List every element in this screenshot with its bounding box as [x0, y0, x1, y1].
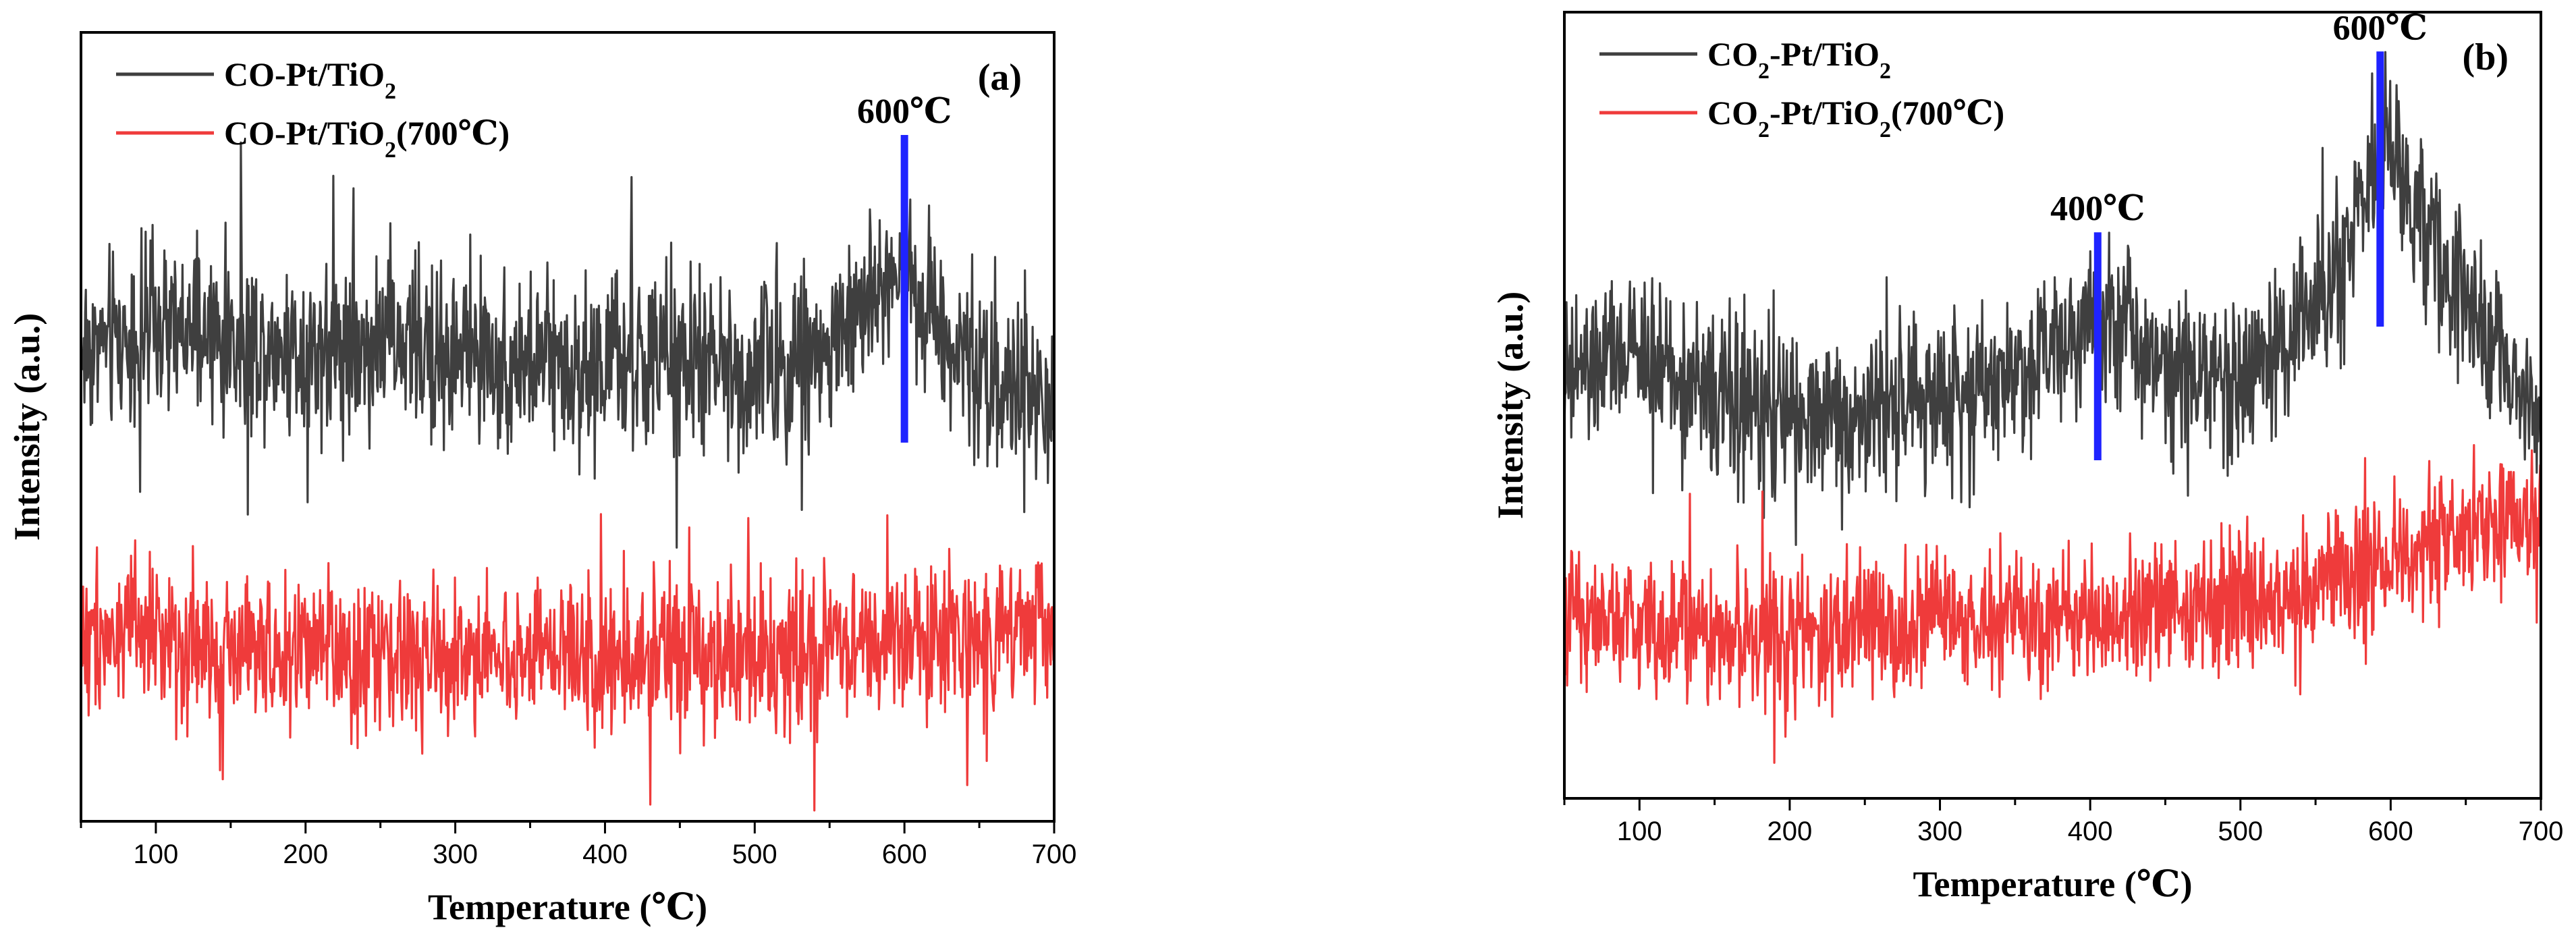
x-axis-title: Temperature (℃) [428, 887, 707, 927]
x-tick-label: 500 [732, 840, 777, 869]
x-tick-label: 700 [2519, 817, 2564, 846]
x-axis-title: Temperature (℃) [1913, 864, 2192, 904]
series-line-red [81, 513, 1054, 812]
x-tick-label: 200 [283, 840, 328, 869]
plot-frame [80, 31, 1056, 823]
x-tick-label: 300 [433, 840, 478, 869]
plot-frame [1563, 11, 2542, 800]
x-tick-label: 600 [2368, 817, 2413, 846]
x-tick-label: 100 [134, 840, 179, 869]
legend-label: CO-Pt/TiO2 [224, 55, 396, 104]
peak-annotation: 600℃ [2333, 9, 2428, 47]
x-tick-label: 200 [1767, 817, 1813, 846]
x-tick-label: 700 [1032, 840, 1077, 869]
chart-panel-a: 600℃ 100 200 300 400 500 600 700 Temperature (℃)… [7, 31, 1077, 927]
x-tick-label: 600 [882, 840, 927, 869]
legend-label: CO-Pt/TiO2(700℃) [224, 114, 510, 163]
legend-label: CO2-Pt/TiO2(700℃) [1707, 94, 2004, 142]
x-tick-label: 100 [1617, 817, 1662, 846]
panel-label: (a) [978, 57, 1022, 99]
x-tick-label: 300 [1917, 817, 1963, 846]
y-axis-title: Intensity (a.u.) [1490, 292, 1531, 520]
series-line-red [1564, 443, 2541, 764]
series-line-gray [81, 141, 1054, 549]
peak-annotation: 600℃ [857, 92, 952, 131]
x-tick-label: 400 [582, 840, 628, 869]
legend-label: CO2-Pt/TiO2 [1707, 35, 1891, 84]
x-tick-label: 400 [2068, 817, 2113, 846]
chart-panel-b: 400℃ 600℃ 100 200 300 400 500 600 700 Temperature… [1490, 9, 2563, 904]
panel-label: (b) [2463, 36, 2509, 78]
peak-annotation: 400℃ [2050, 190, 2145, 228]
y-axis-title: Intensity (a.u.) [7, 313, 47, 541]
x-tick-label: 500 [2218, 817, 2263, 846]
